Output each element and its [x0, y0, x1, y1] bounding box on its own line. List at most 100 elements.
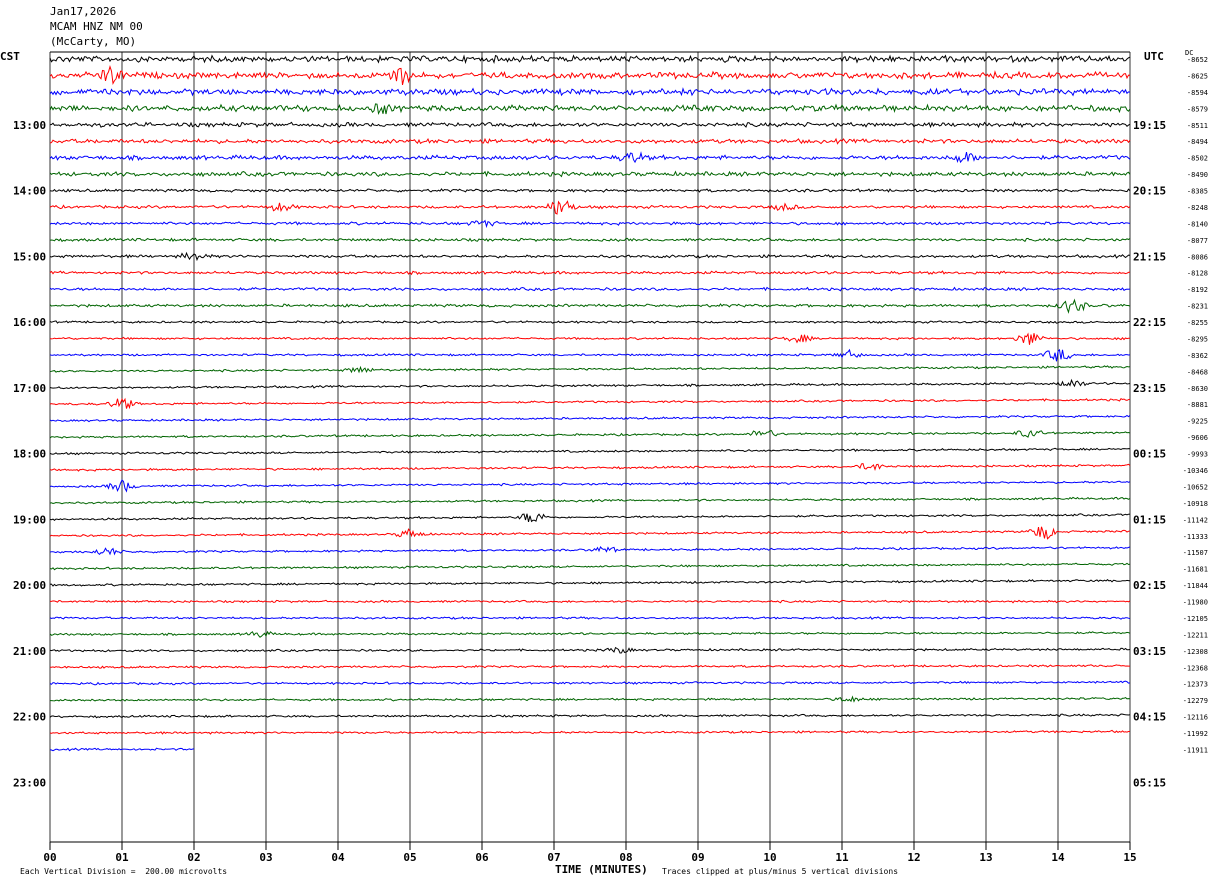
seismic-trace — [49, 729, 1131, 735]
dc-offset-label: -10918 — [1183, 500, 1208, 508]
dc-offset-label: -8625 — [1187, 72, 1208, 80]
seismic-trace — [49, 616, 1131, 620]
x-tick-label: 04 — [331, 851, 345, 864]
x-tick-label: 15 — [1123, 851, 1136, 864]
seismic-trace — [49, 378, 1131, 390]
x-tick-label: 02 — [187, 851, 200, 864]
dc-offset-label: -8128 — [1187, 270, 1208, 278]
dc-offset-label: -8881 — [1187, 401, 1208, 409]
dc-offset-label: -12308 — [1183, 648, 1208, 656]
seismic-trace — [49, 562, 1131, 571]
seismic-trace — [49, 680, 1131, 686]
seismic-trace — [49, 87, 1131, 97]
seismic-trace — [49, 713, 1131, 719]
utc-hour-label: 21:15 — [1133, 250, 1166, 263]
seismic-trace — [49, 545, 1131, 556]
cst-hour-label: 17:00 — [13, 382, 46, 395]
x-tick-label: 12 — [907, 851, 920, 864]
seismic-trace — [49, 630, 1131, 638]
cst-hour-label: 15:00 — [13, 250, 46, 263]
cst-hour-label: 21:00 — [13, 645, 46, 658]
dc-offset-label: -12116 — [1183, 714, 1208, 722]
dc-offset-label: -8248 — [1187, 204, 1208, 212]
seismic-trace — [49, 365, 1131, 374]
seismic-trace — [49, 286, 1131, 292]
seismic-trace — [49, 320, 1131, 324]
utc-hour-label: 05:15 — [1133, 776, 1166, 789]
dc-offset-label: -12279 — [1183, 697, 1208, 705]
dc-offset-label: -11992 — [1183, 730, 1208, 738]
x-tick-label: 03 — [259, 851, 272, 864]
dc-offset-label: -11333 — [1183, 533, 1208, 541]
dc-offset-label: -8490 — [1187, 171, 1208, 179]
dc-label: DC — [1185, 49, 1194, 57]
station-code: MCAM HNZ NM 00 — [50, 20, 143, 33]
right-timezone-label: UTC — [1144, 50, 1164, 63]
utc-hour-label: 23:15 — [1133, 382, 1166, 395]
utc-hour-label: 19:15 — [1133, 119, 1166, 132]
seismic-trace — [49, 251, 1131, 262]
seismic-trace — [49, 332, 1130, 345]
dc-offset-label: -10652 — [1183, 483, 1208, 491]
utc-hour-label: 03:15 — [1133, 645, 1166, 658]
dc-offset-label: -8295 — [1187, 335, 1208, 343]
utc-hour-label: 00:15 — [1133, 448, 1166, 461]
seismic-trace — [49, 747, 195, 752]
seismic-trace — [50, 695, 1131, 703]
dc-offset-label: -8192 — [1187, 286, 1208, 294]
utc-hour-label: 01:15 — [1133, 513, 1166, 526]
dc-offset-label: -8086 — [1187, 253, 1208, 261]
dc-offset-label: -8511 — [1187, 122, 1208, 130]
x-tick-label: 14 — [1051, 851, 1065, 864]
cst-hour-label: 16:00 — [13, 316, 46, 329]
dc-offset-label: -8652 — [1187, 56, 1208, 64]
seismic-trace — [49, 188, 1131, 193]
station-location: (McCarty, MO) — [50, 35, 137, 48]
dc-offset-label: -8630 — [1187, 385, 1208, 393]
dc-offset-label: -8255 — [1187, 319, 1208, 327]
x-axis-title: TIME (MINUTES) — [555, 863, 648, 876]
dc-offset-label: -8077 — [1187, 237, 1208, 245]
dc-offset-label: -8140 — [1187, 220, 1208, 228]
dc-offset-label: -12105 — [1183, 615, 1208, 623]
cst-hour-label: 19:00 — [13, 513, 46, 526]
cst-hour-label: 13:00 — [13, 119, 46, 132]
left-timezone-label: CST — [0, 50, 20, 63]
dc-offset-label: -8362 — [1187, 352, 1208, 360]
seismic-trace — [49, 414, 1131, 423]
dc-offset-label: -10346 — [1183, 467, 1208, 475]
seismic-trace — [49, 463, 1131, 472]
plot-date: Jan17,2026 — [50, 5, 117, 18]
x-tick-label: 08 — [619, 851, 632, 864]
x-tick-label: 01 — [115, 851, 129, 864]
seismic-trace — [49, 348, 1131, 362]
x-tick-label: 05 — [403, 851, 416, 864]
seismic-trace — [49, 54, 1131, 65]
utc-hour-label: 04:15 — [1133, 711, 1166, 724]
seismic-trace — [49, 219, 1131, 229]
dc-offset-label: -11507 — [1183, 549, 1208, 557]
dc-offset-label: -9225 — [1187, 418, 1208, 426]
cst-hour-label: 23:00 — [13, 776, 46, 789]
dc-offset-label: -12373 — [1183, 681, 1208, 689]
utc-hour-label: 20:15 — [1133, 185, 1166, 198]
x-tick-label: 06 — [475, 851, 489, 864]
seismic-trace — [49, 121, 1131, 129]
dc-offset-label: -8231 — [1187, 303, 1208, 311]
utc-hour-label: 22:15 — [1133, 316, 1166, 329]
dc-offset-label: -11844 — [1183, 582, 1208, 590]
seismic-trace — [49, 513, 1131, 523]
x-tick-label: 00 — [43, 851, 56, 864]
seismic-trace — [49, 237, 1131, 243]
dc-offset-label: -8494 — [1187, 138, 1208, 146]
seismic-trace — [50, 599, 1131, 604]
x-tick-label: 09 — [691, 851, 704, 864]
seismic-trace — [49, 496, 1131, 505]
dc-offset-label: -12368 — [1183, 664, 1208, 672]
dc-offset-label: -9993 — [1187, 451, 1208, 459]
seismic-trace — [49, 397, 1131, 410]
seismic-trace — [49, 579, 1131, 587]
dc-offset-label: -12211 — [1183, 631, 1208, 639]
seismic-trace — [49, 65, 1131, 86]
